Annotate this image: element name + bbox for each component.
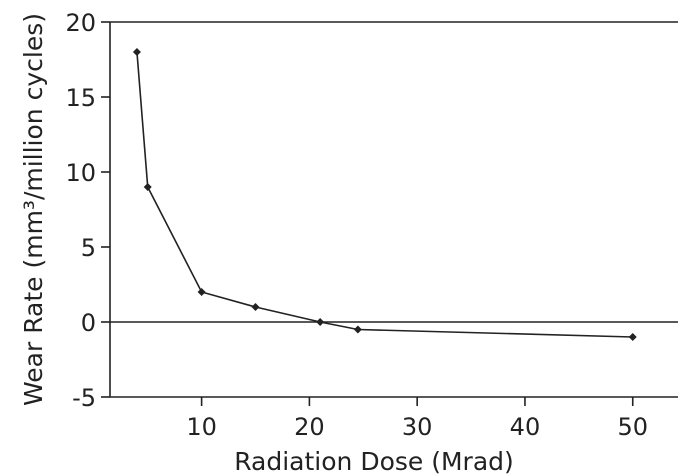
y-ticks: -5 0 5 10 15 20	[65, 9, 110, 412]
data-point-marker	[144, 183, 152, 191]
x-axis-title: Radiation Dose (Mrad)	[234, 447, 514, 476]
data-point-marker	[316, 318, 324, 326]
x-ticks: 10 20 30 40 50	[186, 397, 648, 441]
x-tick-label: 30	[402, 413, 433, 441]
x-tick-label: 20	[294, 413, 325, 441]
y-tick-label: 5	[81, 234, 96, 262]
x-tick-label: 40	[510, 413, 541, 441]
data-point-marker	[252, 303, 260, 311]
data-series	[133, 48, 637, 341]
x-tick-label: 10	[186, 413, 217, 441]
data-point-marker	[354, 326, 362, 334]
y-tick-label: -5	[72, 384, 96, 412]
y-tick-label: 20	[65, 9, 96, 37]
data-point-marker	[629, 333, 637, 341]
axes	[110, 22, 678, 397]
y-tick-label: 10	[65, 159, 96, 187]
y-tick-label: 15	[65, 84, 96, 112]
y-axis-title: Wear Rate (mm³/million cycles)	[19, 13, 48, 406]
series-line	[137, 52, 633, 337]
y-tick-label: 0	[81, 309, 96, 337]
data-point-marker	[198, 288, 206, 296]
x-tick-label: 50	[617, 413, 648, 441]
data-point-marker	[133, 48, 141, 56]
